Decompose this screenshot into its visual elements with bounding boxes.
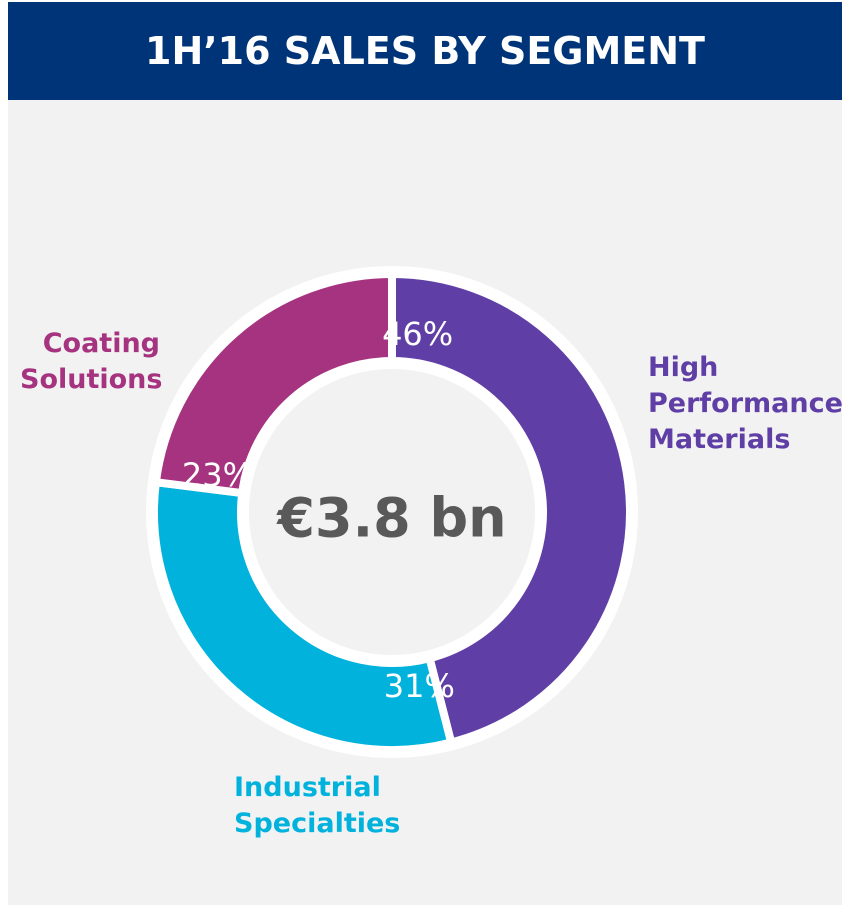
center-label: €3.8 bn (275, 487, 506, 550)
donut-segment (151, 269, 396, 498)
category-label: High Performance Materials (648, 352, 843, 455)
donut-segment (388, 269, 634, 748)
title-bar: 1H’16 SALES BY SEGMENT (8, 2, 842, 100)
data-label: 23% (182, 456, 253, 494)
category-label: Coating Solutions (20, 328, 163, 395)
data-label: 31% (384, 667, 455, 705)
chart-title: 1H’16 SALES BY SEGMENT (145, 29, 705, 73)
data-label: 46% (382, 315, 453, 353)
category-label: Industrial Specialties (234, 772, 401, 839)
donut-segment (150, 477, 457, 754)
donut-hole (249, 369, 535, 655)
